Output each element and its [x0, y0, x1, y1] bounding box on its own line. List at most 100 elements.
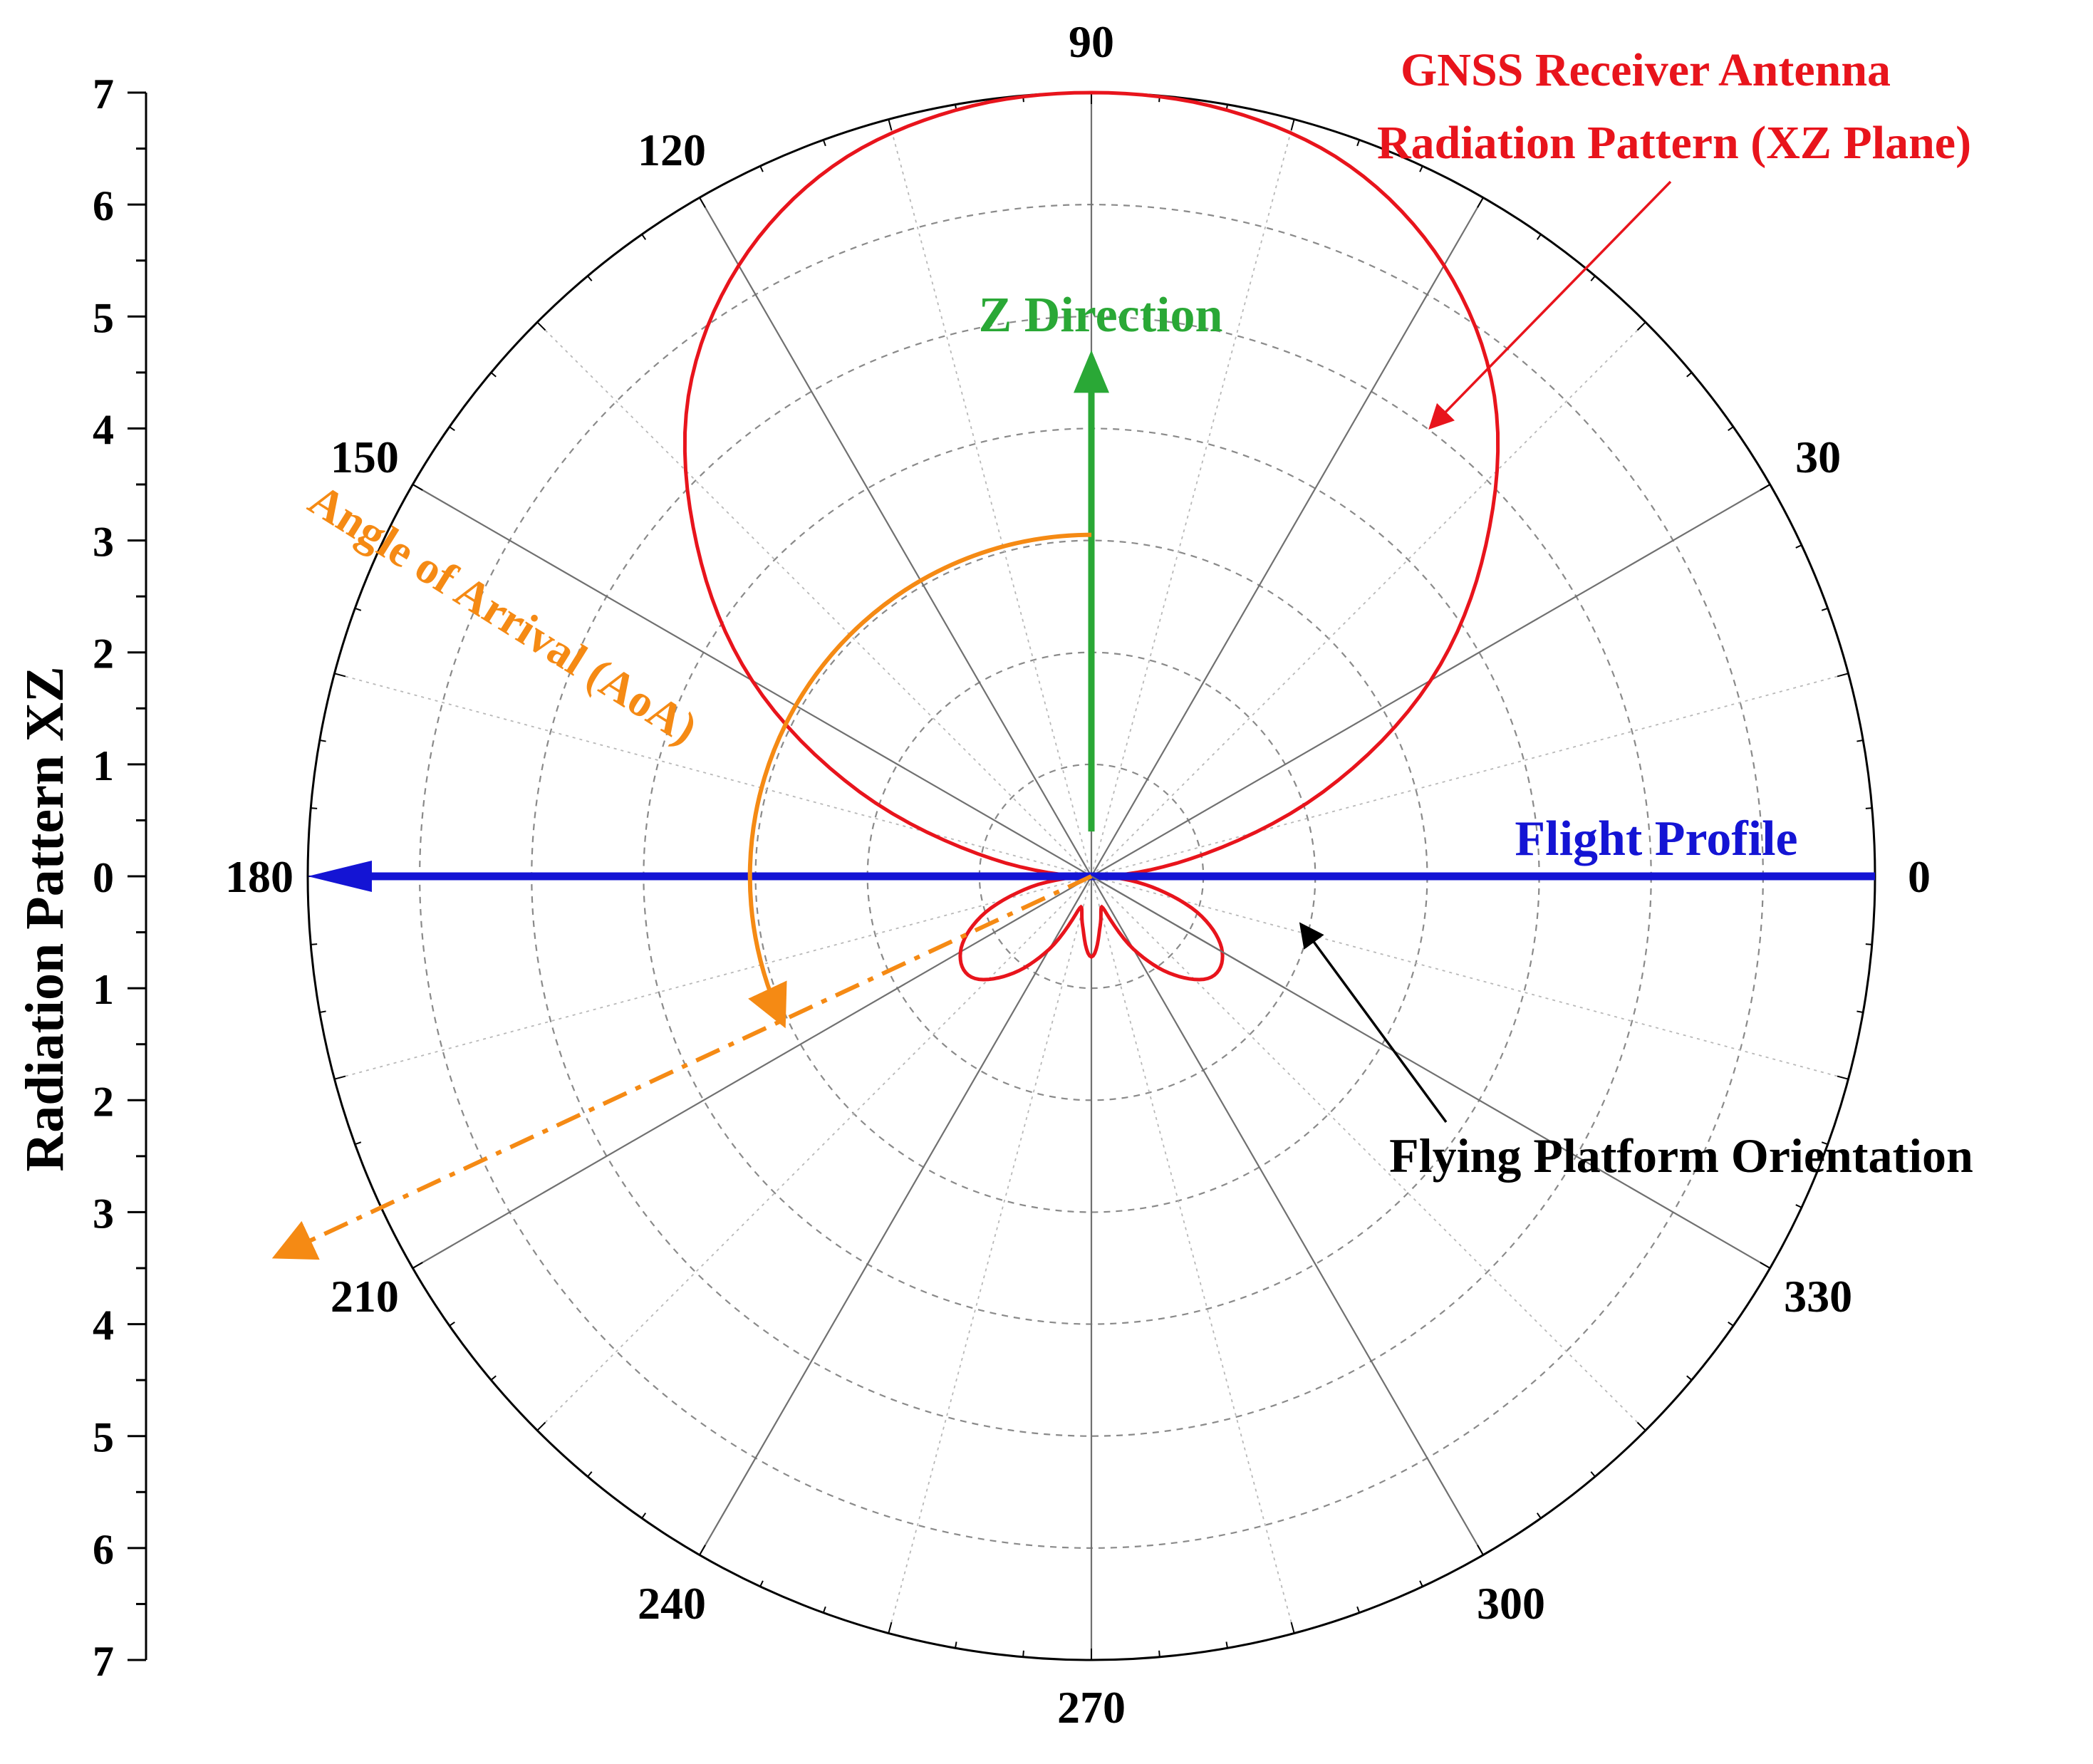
radial-tick-label: 5: [93, 1414, 114, 1461]
angle-tick-mark: [536, 321, 546, 331]
gnss-pattern-label-line2: Radiation Pattern (XZ Plane): [1377, 117, 1971, 169]
radial-tick-label: 4: [93, 1302, 114, 1349]
minor-spoke: [1091, 673, 1849, 877]
angle-tick-mark: [822, 1606, 826, 1614]
angle-tick-mark: [1795, 544, 1802, 549]
angle-tick-mark: [449, 426, 455, 432]
angle-tick-mark: [1290, 1622, 1295, 1634]
angle-tick-mark: [1760, 1262, 1771, 1269]
radial-tick-label: 6: [93, 1526, 114, 1573]
angle-tick-mark: [311, 943, 318, 945]
minor-spoke: [1091, 876, 1295, 1634]
major-spoke: [412, 876, 1092, 1269]
angle-tick-mark: [1636, 1421, 1646, 1431]
angle-tick-mark: [587, 1471, 593, 1478]
angle-tick-mark: [1821, 1141, 1829, 1146]
angle-tick-mark: [1856, 1010, 1864, 1013]
angle-tick-label: 120: [638, 125, 706, 175]
angle-tick-mark: [490, 372, 497, 378]
angle-tick-mark: [1728, 1321, 1734, 1327]
angle-tick-mark: [1477, 197, 1484, 208]
flight-profile-label: Flight Profile: [1515, 811, 1797, 866]
angle-tick-label: 210: [331, 1271, 399, 1322]
angle-tick-mark: [1837, 673, 1849, 678]
angle-tick-mark: [1225, 1641, 1228, 1649]
angle-tick-mark: [699, 1545, 706, 1556]
minor-spoke: [536, 321, 1092, 877]
radial-tick-label: 5: [93, 294, 114, 341]
radial-tick-label: 2: [93, 1078, 114, 1125]
angle-tick-mark: [1821, 607, 1829, 611]
angle-tick-mark: [354, 1141, 362, 1146]
radial-tick-label: 1: [93, 966, 114, 1013]
aoa-arc: [747, 532, 1092, 1029]
angle-tick-mark: [1865, 807, 1872, 809]
z-direction-arrowhead: [1074, 350, 1109, 393]
angle-tick-label: 150: [331, 432, 399, 482]
angle-tick-label: 330: [1784, 1271, 1852, 1322]
angle-tick-mark: [955, 1641, 957, 1649]
angle-tick-mark: [822, 139, 826, 147]
angle-tick-mark: [1590, 1471, 1596, 1478]
angle-tick-mark: [490, 1375, 497, 1381]
angle-tick-mark: [449, 1321, 455, 1327]
minor-spoke: [1091, 119, 1295, 877]
gnss-pattern-pointer: [1428, 180, 1672, 430]
angle-tick-mark: [699, 197, 706, 208]
flight-profile-arrowhead: [308, 861, 372, 892]
radial-tick-label: 7: [93, 71, 114, 118]
angle-tick-mark: [1865, 943, 1872, 945]
angle-tick-mark: [641, 234, 647, 240]
angle-tick-mark: [1356, 1606, 1361, 1614]
angle-tick-label: 240: [638, 1578, 706, 1629]
radial-axis: 0309012015018021024027030033076543210123…: [93, 16, 1931, 1733]
radial-tick-label: 7: [93, 1638, 114, 1685]
minor-spoke: [1091, 876, 1849, 1080]
radial-tick-label: 4: [93, 406, 114, 453]
aoa-ray: [271, 874, 1093, 1260]
platform-orientation-line: [1091, 876, 1286, 990]
angle-tick-mark: [1837, 1075, 1849, 1080]
z-direction-label: Z Direction: [979, 288, 1223, 343]
angle-tick-mark: [1856, 740, 1864, 742]
minor-spoke: [888, 876, 1092, 1634]
angle-tick-mark: [1590, 275, 1596, 281]
angle-tick-label: 30: [1795, 432, 1841, 482]
angle-tick-mark: [1158, 1650, 1160, 1657]
angle-tick-mark: [334, 1075, 346, 1080]
flying-platform-orientation-label: Flying Platform Orientation: [1389, 1129, 1973, 1183]
angle-tick-mark: [412, 1262, 423, 1269]
minor-spoke: [888, 119, 1092, 877]
radial-tick-label: 3: [93, 1190, 114, 1237]
angle-tick-mark: [334, 673, 346, 678]
radial-tick-label: 0: [93, 854, 114, 901]
angle-tick-label: 270: [1057, 1682, 1126, 1733]
angle-tick-mark: [319, 1010, 326, 1013]
angle-tick-mark: [1536, 234, 1542, 240]
radial-tick-label: 3: [93, 519, 114, 566]
angle-tick-mark: [319, 740, 326, 742]
angle-tick-mark: [759, 165, 764, 172]
angle-tick-label: 0: [1908, 851, 1931, 902]
minor-spoke: [334, 673, 1092, 877]
angle-tick-mark: [1477, 1545, 1484, 1556]
major-spoke: [1091, 876, 1484, 1556]
minor-spoke: [334, 876, 1092, 1080]
angle-tick-mark: [412, 484, 423, 491]
angle-tick-mark: [1419, 1580, 1423, 1587]
aoa-label: Angle of Arrival (AoA): [301, 474, 707, 754]
radial-tick-label: 6: [93, 182, 114, 229]
radial-axis-title: Radiation Pattern XZ: [15, 666, 75, 1171]
angle-tick-mark: [1290, 119, 1295, 131]
radial-tick-label: 1: [93, 742, 114, 789]
angle-tick-mark: [1536, 1513, 1542, 1519]
angle-tick-mark: [888, 119, 893, 131]
angle-tick-mark: [311, 807, 318, 809]
major-spoke: [1091, 197, 1484, 877]
angle-tick-mark: [354, 607, 362, 611]
radial-tick-label: 2: [93, 631, 114, 678]
angle-tick-mark: [1795, 1204, 1802, 1208]
angle-tick-label: 180: [225, 851, 294, 902]
minor-spoke: [536, 876, 1092, 1431]
